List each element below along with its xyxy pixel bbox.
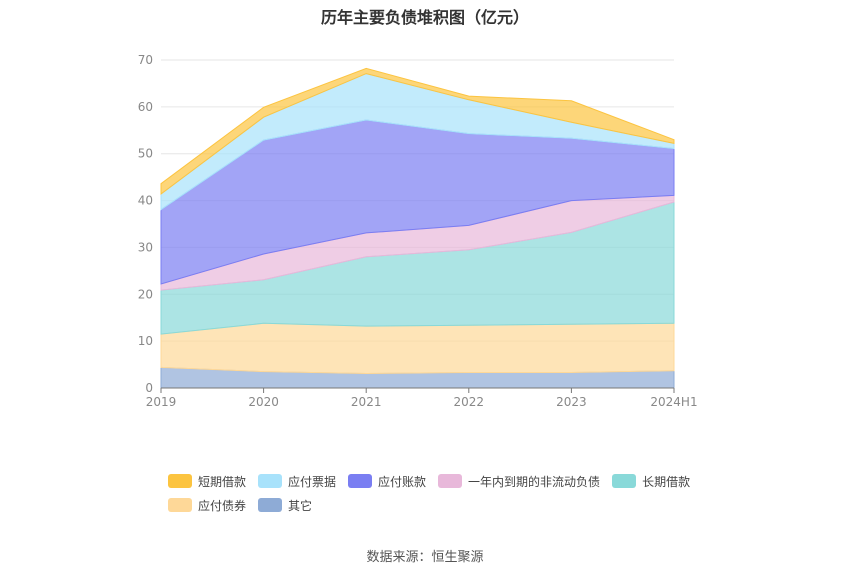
y-tick-label: 30	[138, 240, 153, 254]
legend-item[interactable]: 应付票据	[258, 472, 336, 490]
x-tick-label: 2019	[146, 395, 177, 409]
legend-label: 短期借款	[198, 474, 247, 489]
y-tick-label: 50	[138, 147, 153, 161]
legend-swatch	[258, 498, 283, 512]
axes: 0 10 20 30 40 50 60 70 2019 2020 2021 2022 2023 2024H…	[138, 53, 698, 409]
legend-swatch	[612, 474, 637, 488]
legend-label: 长期借款	[642, 474, 691, 489]
x-tick-label: 2024H1	[650, 395, 697, 409]
x-tick-label: 2021	[351, 395, 382, 409]
legend-item[interactable]: 其它	[258, 496, 312, 514]
y-tick-label: 70	[138, 53, 153, 67]
x-tick-label: 2020	[248, 395, 279, 409]
y-tick-label: 40	[138, 194, 153, 208]
legend-item[interactable]: 长期借款	[612, 472, 690, 490]
legend-item[interactable]: 应付债券	[168, 496, 246, 514]
area-短期借款	[160, 67, 675, 195]
legend-swatch	[168, 474, 192, 488]
y-tick-label: 20	[138, 287, 153, 301]
legend-swatch	[168, 498, 192, 512]
chart-title: 历年主要负债堆积图（亿元）	[320, 8, 529, 27]
legend-label: 应付账款	[378, 474, 427, 489]
x-tick-label: 2022	[454, 395, 485, 409]
legend: 短期借款 应付票据 应付账款 一年内到期的非流动负债 长期借款应付债券 其它	[168, 472, 728, 520]
y-tick-label: 0	[145, 381, 153, 395]
x-tick-label: 2023	[556, 395, 587, 409]
legend-label: 应付票据	[288, 474, 337, 489]
legend-label: 其它	[288, 498, 313, 513]
legend-swatch	[348, 474, 373, 488]
legend-label: 一年内到期的非流动负债	[468, 474, 601, 489]
y-tick-label: 10	[138, 334, 153, 348]
area-series	[160, 67, 675, 389]
legend-item[interactable]: 应付账款	[348, 472, 426, 490]
y-tick-label: 60	[138, 100, 153, 114]
legend-label: 应付债券	[198, 498, 247, 513]
area-应付债券	[160, 322, 675, 375]
legend-swatch	[258, 474, 283, 488]
legend-item[interactable]: 短期借款	[168, 472, 246, 490]
source-note: 数据来源：恒生聚源	[366, 550, 484, 565]
legend-swatch	[438, 474, 463, 488]
legend-item[interactable]: 一年内到期的非流动负债	[438, 472, 600, 490]
